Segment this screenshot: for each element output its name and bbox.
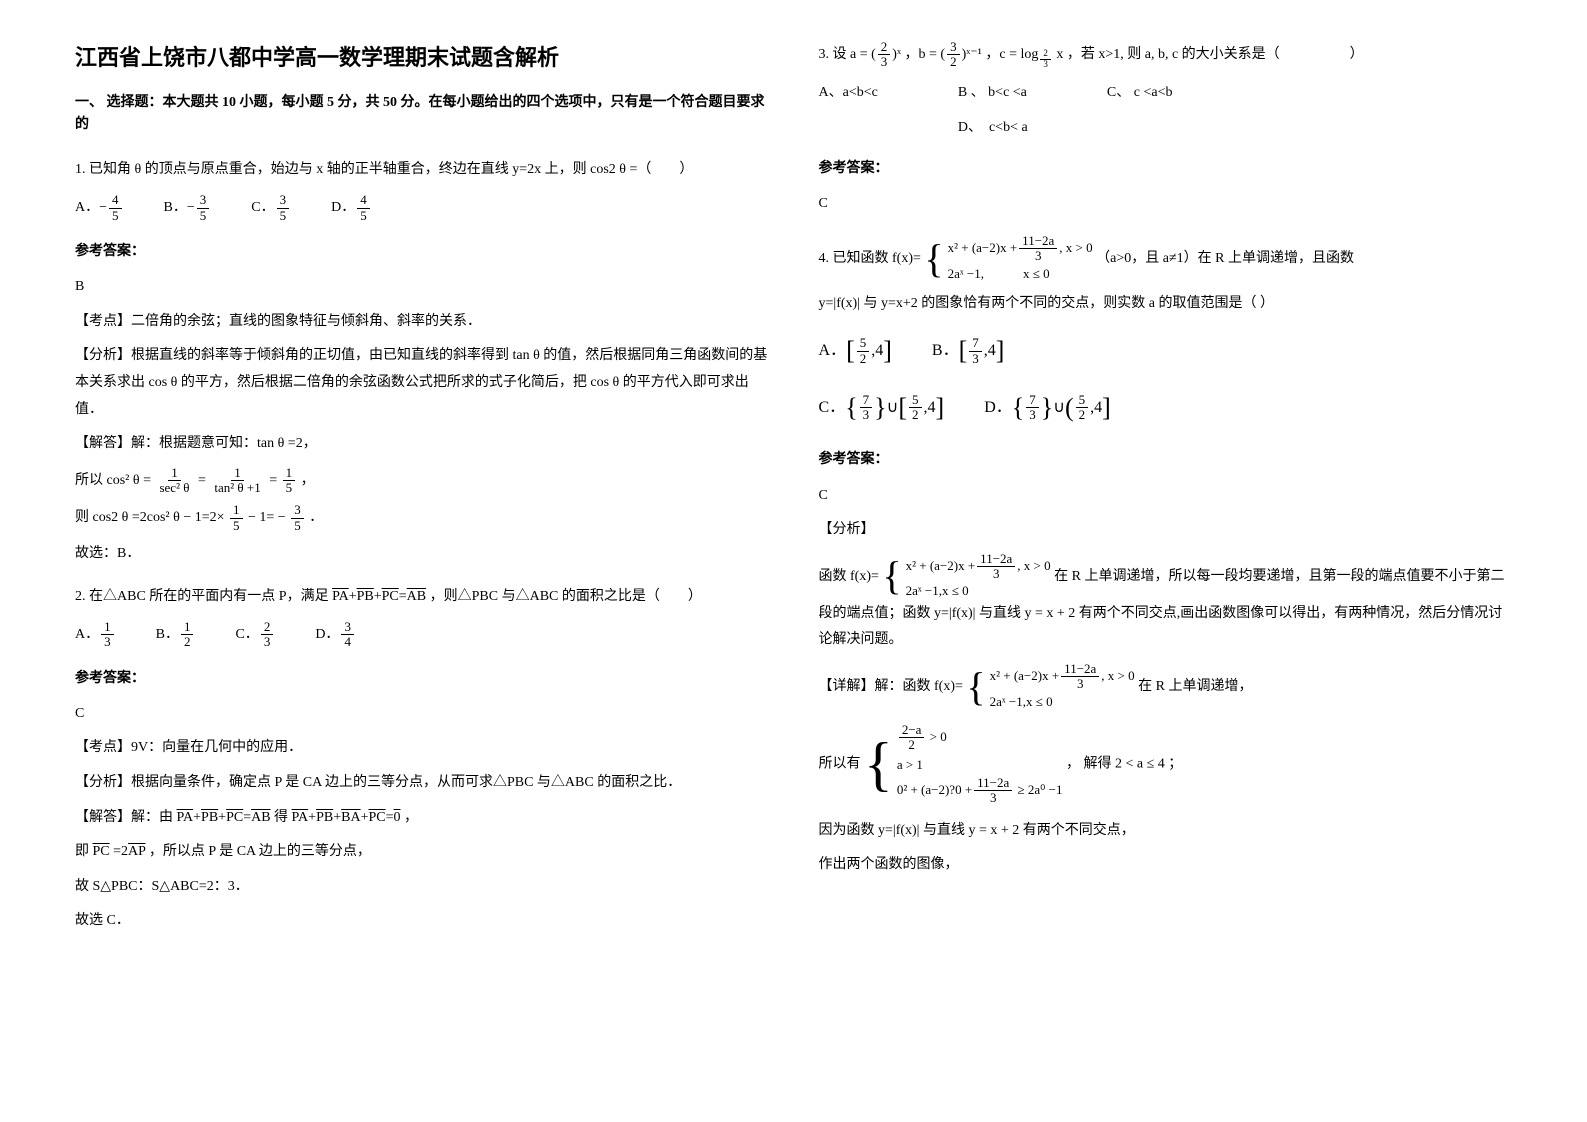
q2-optB: B．12 bbox=[156, 620, 196, 650]
q4-exp5: 因为函数 y=|f(x)| 与直线 y = x + 2 有两个不同交点， bbox=[819, 818, 1513, 845]
left-column: 江西省上饶市八都中学高一数学理期末试题含解析 一、 选择题：本大题共 10 小题… bbox=[50, 40, 794, 1082]
brace-icon: { bbox=[882, 556, 901, 596]
page-title: 江西省上饶市八都中学高一数学理期末试题含解析 bbox=[75, 40, 769, 72]
q1-exp5: 则 cos2 θ =2cos² θ − 1=2× 15 − 1= − 35 ． bbox=[75, 503, 769, 533]
brace-icon: { bbox=[924, 239, 943, 279]
q4-options-row1: A． [52,4] B． [73,4] bbox=[819, 328, 1513, 375]
q3-options-row2: A、a<b<c D、 c<b< a bbox=[819, 115, 1513, 140]
q1-stem: 1. 已知角 θ 的顶点与原点重合，始边与 x 轴的正半轴重合，终边在直线 y=… bbox=[75, 157, 769, 184]
q4-options-row2: C． {73}∪[52,4] D． {73}∪(52,4] bbox=[819, 385, 1513, 432]
q2-answer: C bbox=[75, 701, 769, 728]
q2-exp4: 即 PC =2AP ，所以点 P 是 CA 边上的三等分点， bbox=[75, 839, 769, 866]
q1-exp3: 【解答】解：根据题意可知：tan θ =2， bbox=[75, 431, 769, 458]
q1-optD: D．45 bbox=[331, 193, 372, 223]
q3-answer-label: 参考答案： bbox=[819, 156, 1513, 181]
q3-optA: A、a<b<c bbox=[819, 80, 878, 105]
q2-optC: C．23 bbox=[235, 620, 275, 650]
q4-exp1: 【分析】 bbox=[819, 517, 1513, 544]
q4-exp2: 函数 f(x)= { x² + (a−2)x +11−2a3, x > 0 2a… bbox=[819, 552, 1513, 654]
q2-options: A．13 B．12 C．23 D．34 bbox=[75, 620, 769, 650]
q1-optB: B．−35 bbox=[164, 193, 212, 223]
q1-optA: A．−45 bbox=[75, 193, 124, 223]
q4-exp6: 作出两个函数的图像， bbox=[819, 852, 1513, 879]
q1-answer: B bbox=[75, 274, 769, 301]
q1-exp4: 所以 cos² θ = 1sec² θ = 1tan² θ +1 = 15 ， bbox=[75, 466, 769, 496]
question-4: 4. 已知函数 f(x)= { x² + (a−2)x +11−2a3, x >… bbox=[819, 234, 1513, 879]
q4-optD: D． {73}∪(52,4] bbox=[984, 385, 1111, 432]
q4-answer-label: 参考答案： bbox=[819, 447, 1513, 472]
q3-options-row1: A、a<b<c B 、 b<c <a C、 c <a<b bbox=[819, 80, 1513, 105]
right-column: 3. 设 a = (23)ˣ ，b = (32)ˣ⁻¹ ，c = log23 x… bbox=[794, 40, 1538, 1082]
q2-optD: D．34 bbox=[315, 620, 356, 650]
q4-exp3: 【详解】解：函数 f(x)= { x² + (a−2)x +11−2a3, x … bbox=[819, 662, 1513, 711]
q4-stem: 4. 已知函数 f(x)= { x² + (a−2)x +11−2a3, x >… bbox=[819, 234, 1513, 283]
question-2: 2. 在△ABC 所在的平面内有一点 P，满足 PA+PB+PC=AB ，则△P… bbox=[75, 584, 769, 936]
q4-optA: A． [52,4] bbox=[819, 328, 892, 375]
brace-icon: { bbox=[864, 734, 893, 794]
q1-exp2: 【分析】根据直线的斜率等于倾斜角的正切值，由已知直线的斜率得到 tan θ 的值… bbox=[75, 343, 769, 423]
q4-system: 所以有 { 2−a2 > 0 a > 1 0² + (a−2)?0 +11−2a… bbox=[819, 723, 1513, 806]
q2-exp2: 【分析】根据向量条件，确定点 P 是 CA 边上的三等分点，从而可求△PBC 与… bbox=[75, 770, 769, 797]
q1-exp6: 故选：B． bbox=[75, 541, 769, 568]
q2-answer-label: 参考答案： bbox=[75, 666, 769, 691]
q1-options: A．−45 B．−35 C．35 D．45 bbox=[75, 193, 769, 223]
q1-answer-label: 参考答案： bbox=[75, 239, 769, 264]
q2-stem: 2. 在△ABC 所在的平面内有一点 P，满足 PA+PB+PC=AB ，则△P… bbox=[75, 584, 769, 611]
q4-stem-c: y=|f(x)| 与 y=x+2 的图象恰有两个不同的交点，则实数 a 的取值范… bbox=[819, 291, 1513, 318]
brace-icon: { bbox=[966, 667, 985, 707]
q2-exp6: 故选 C． bbox=[75, 908, 769, 935]
q2-exp5: 故 S△PBC：S△ABC=2：3． bbox=[75, 874, 769, 901]
q3-stem: 3. 设 a = (23)ˣ ，b = (32)ˣ⁻¹ ，c = log23 x… bbox=[819, 40, 1513, 70]
q2-exp1: 【考点】9V：向量在几何中的应用． bbox=[75, 735, 769, 762]
q3-optB: B 、 b<c <a bbox=[958, 80, 1027, 105]
q1-optC: C．35 bbox=[251, 193, 291, 223]
section-heading: 一、 选择题：本大题共 10 小题，每小题 5 分，共 50 分。在每小题给出的… bbox=[75, 92, 769, 137]
q4-answer: C bbox=[819, 483, 1513, 510]
q1-exp1: 【考点】二倍角的余弦；直线的图象特征与倾斜角、斜率的关系． bbox=[75, 309, 769, 336]
q3-optD: D、 c<b< a bbox=[958, 115, 1028, 140]
q4-optB: B． [73,4] bbox=[932, 328, 1005, 375]
q2-exp3: 【解答】解：由 PA+PB+PC=AB 得 PA+PB+BA+PC=0 ， bbox=[75, 805, 769, 832]
q2-optA: A．13 bbox=[75, 620, 116, 650]
q4-optC: C． {73}∪[52,4] bbox=[819, 385, 945, 432]
question-1: 1. 已知角 θ 的顶点与原点重合，始边与 x 轴的正半轴重合，终边在直线 y=… bbox=[75, 157, 769, 568]
question-3: 3. 设 a = (23)ˣ ，b = (32)ˣ⁻¹ ，c = log23 x… bbox=[819, 40, 1513, 218]
q3-optC: C、 c <a<b bbox=[1107, 80, 1173, 105]
q3-answer: C bbox=[819, 191, 1513, 218]
